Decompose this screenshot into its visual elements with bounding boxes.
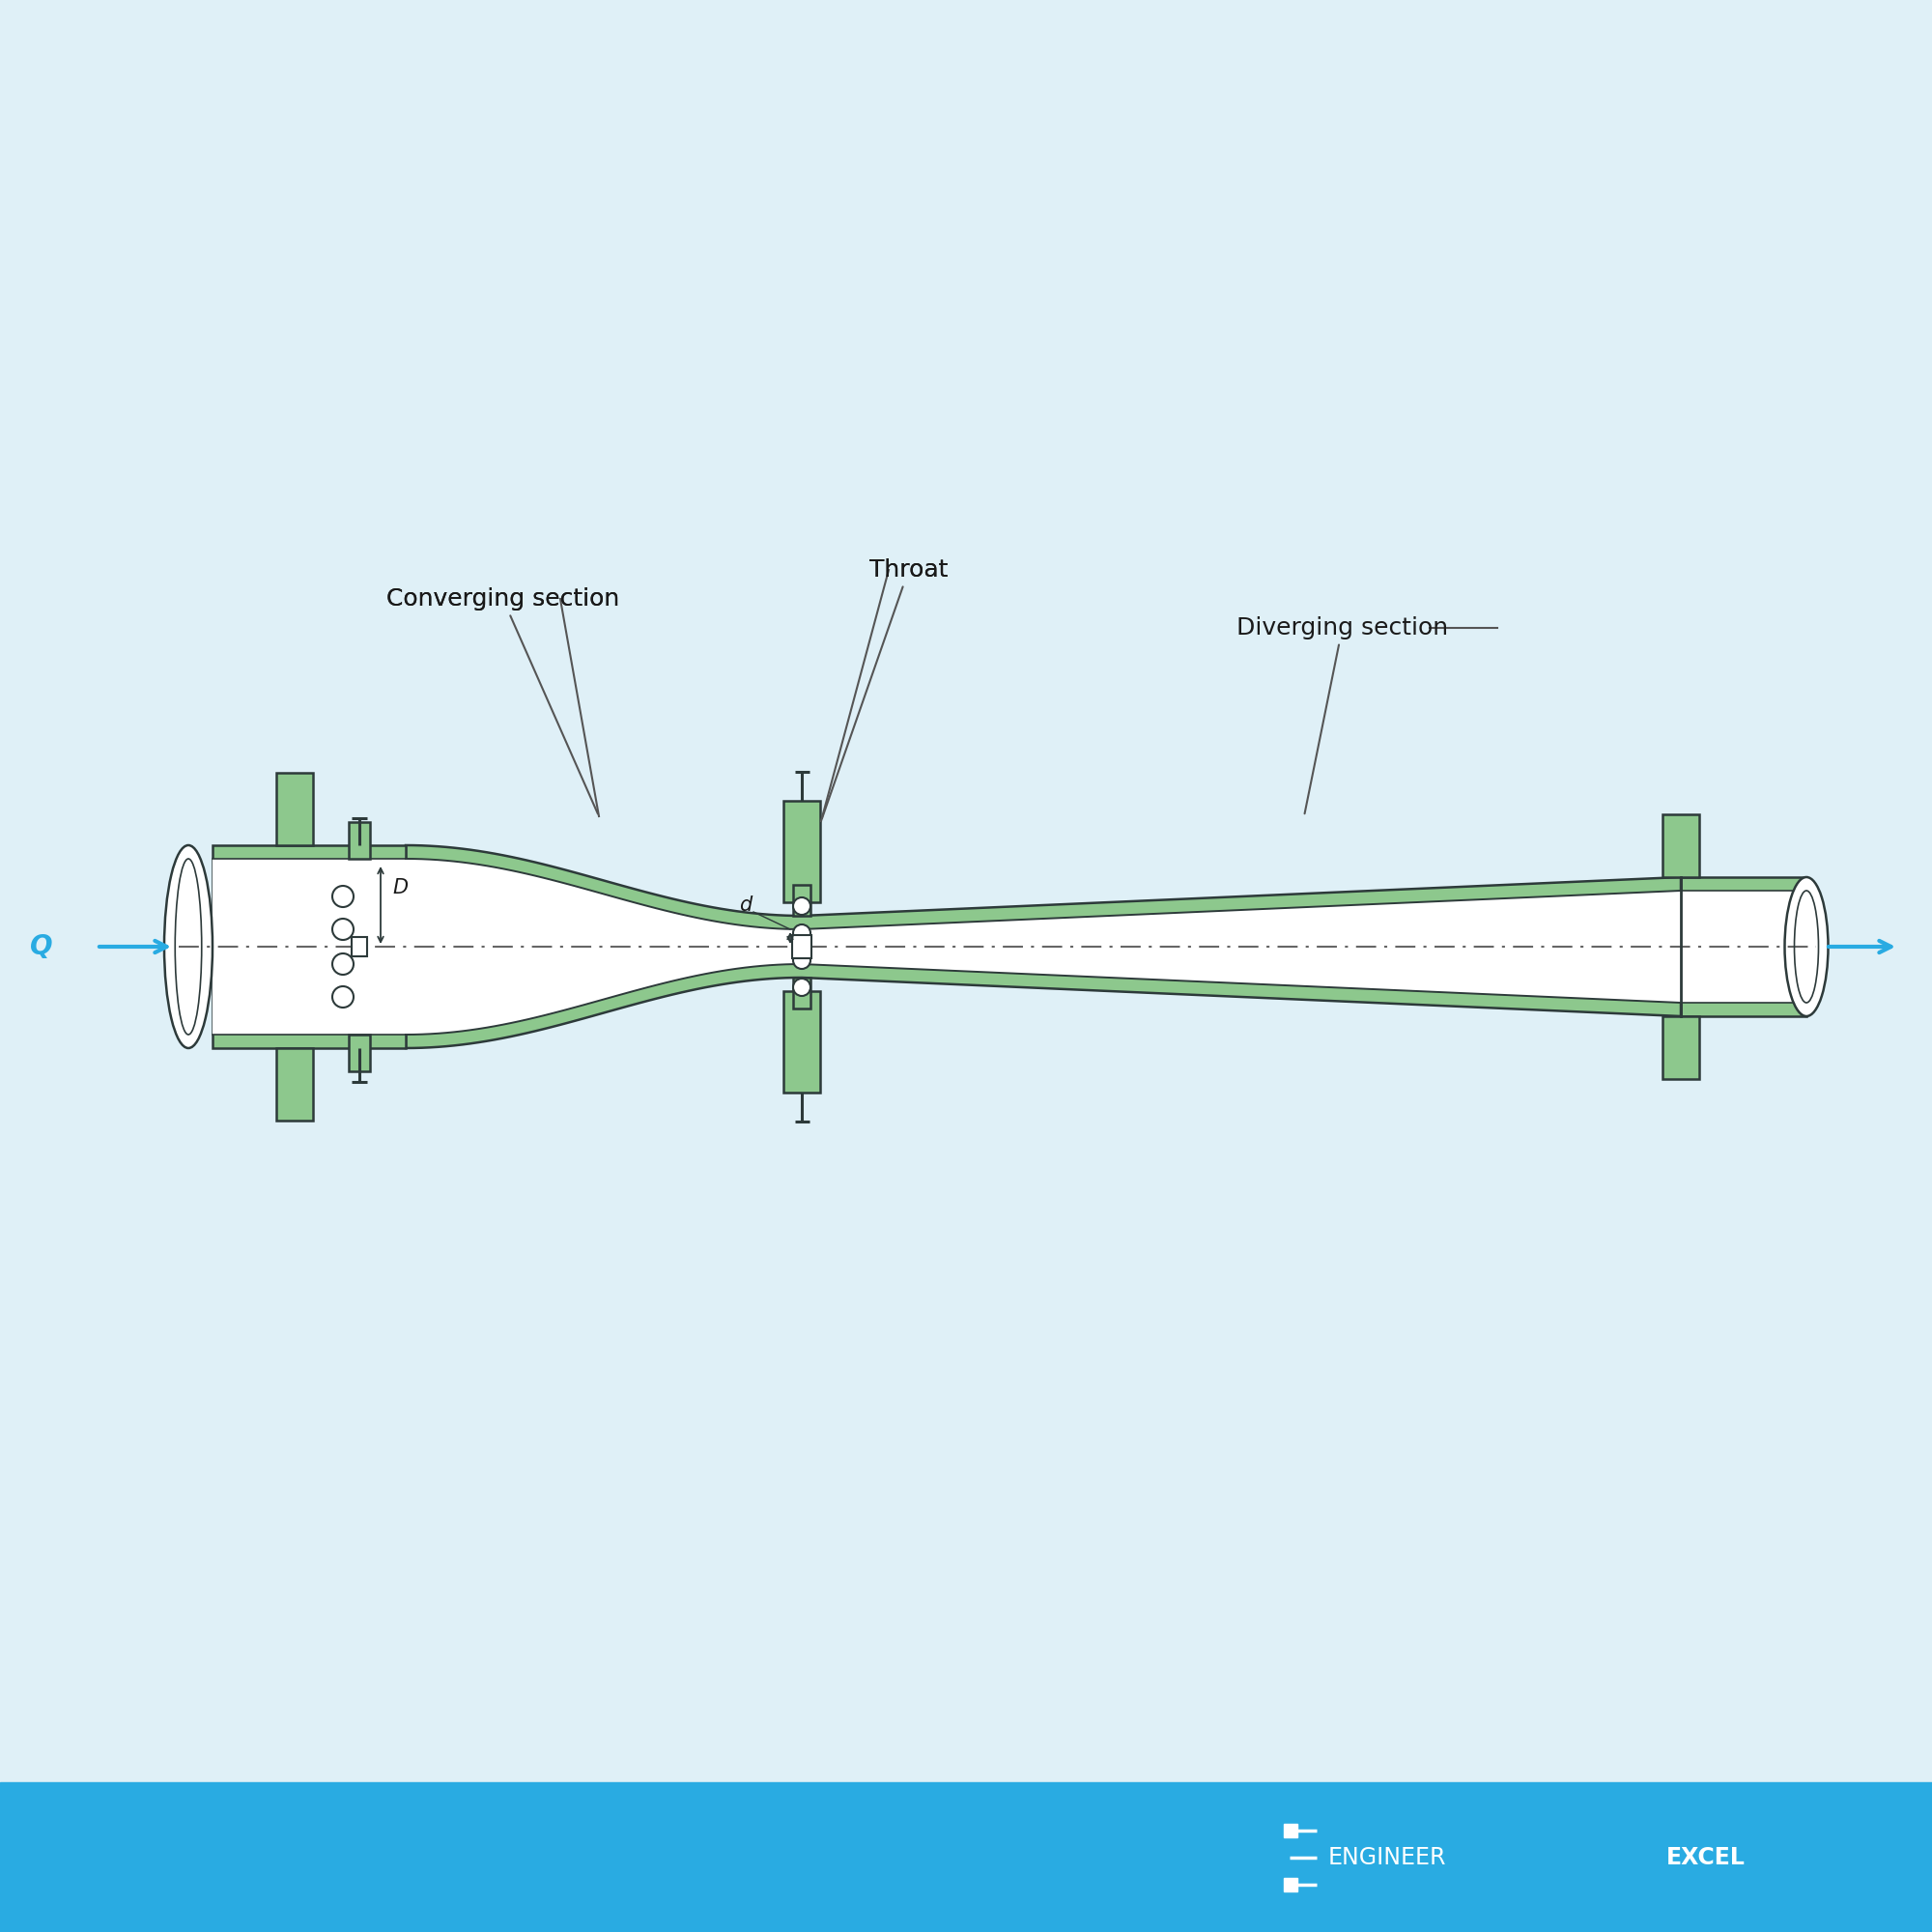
Text: Throat: Throat: [821, 558, 949, 819]
Circle shape: [794, 925, 811, 943]
Text: D: D: [392, 877, 408, 896]
Text: Q: Q: [31, 933, 54, 960]
Bar: [1662, 815, 1700, 877]
Text: Converging section: Converging section: [386, 587, 620, 611]
Text: Throat: Throat: [869, 558, 949, 582]
Bar: [213, 858, 406, 1036]
Bar: [276, 1047, 313, 1121]
Bar: [794, 885, 811, 916]
Ellipse shape: [164, 846, 213, 1047]
Ellipse shape: [1785, 877, 1828, 1016]
Text: Converging section: Converging section: [386, 587, 620, 813]
Circle shape: [332, 920, 354, 941]
Text: d: d: [738, 896, 752, 916]
Bar: [350, 823, 371, 858]
Polygon shape: [406, 846, 1681, 1047]
Circle shape: [332, 952, 354, 974]
Circle shape: [794, 896, 811, 916]
Polygon shape: [1681, 877, 1806, 1016]
Bar: [784, 800, 821, 902]
Text: EXCEL: EXCEL: [1665, 1847, 1745, 1870]
Bar: [1283, 1824, 1298, 1837]
Bar: [276, 773, 313, 846]
Bar: [794, 978, 811, 1009]
Bar: [792, 935, 811, 958]
Polygon shape: [406, 858, 1681, 1036]
Bar: [784, 991, 821, 1094]
Polygon shape: [213, 846, 406, 1047]
Circle shape: [794, 980, 811, 997]
Circle shape: [332, 985, 354, 1009]
Circle shape: [794, 952, 811, 970]
Circle shape: [332, 885, 354, 908]
Bar: [1662, 1016, 1700, 1080]
Bar: [1283, 1878, 1298, 1891]
Bar: [1681, 891, 1806, 1003]
Bar: [350, 1036, 371, 1070]
Bar: [0, 1781, 1932, 1932]
Bar: [352, 937, 367, 956]
Text: ENGINEER: ENGINEER: [1329, 1847, 1447, 1870]
Text: Diverging section: Diverging section: [1236, 616, 1449, 813]
